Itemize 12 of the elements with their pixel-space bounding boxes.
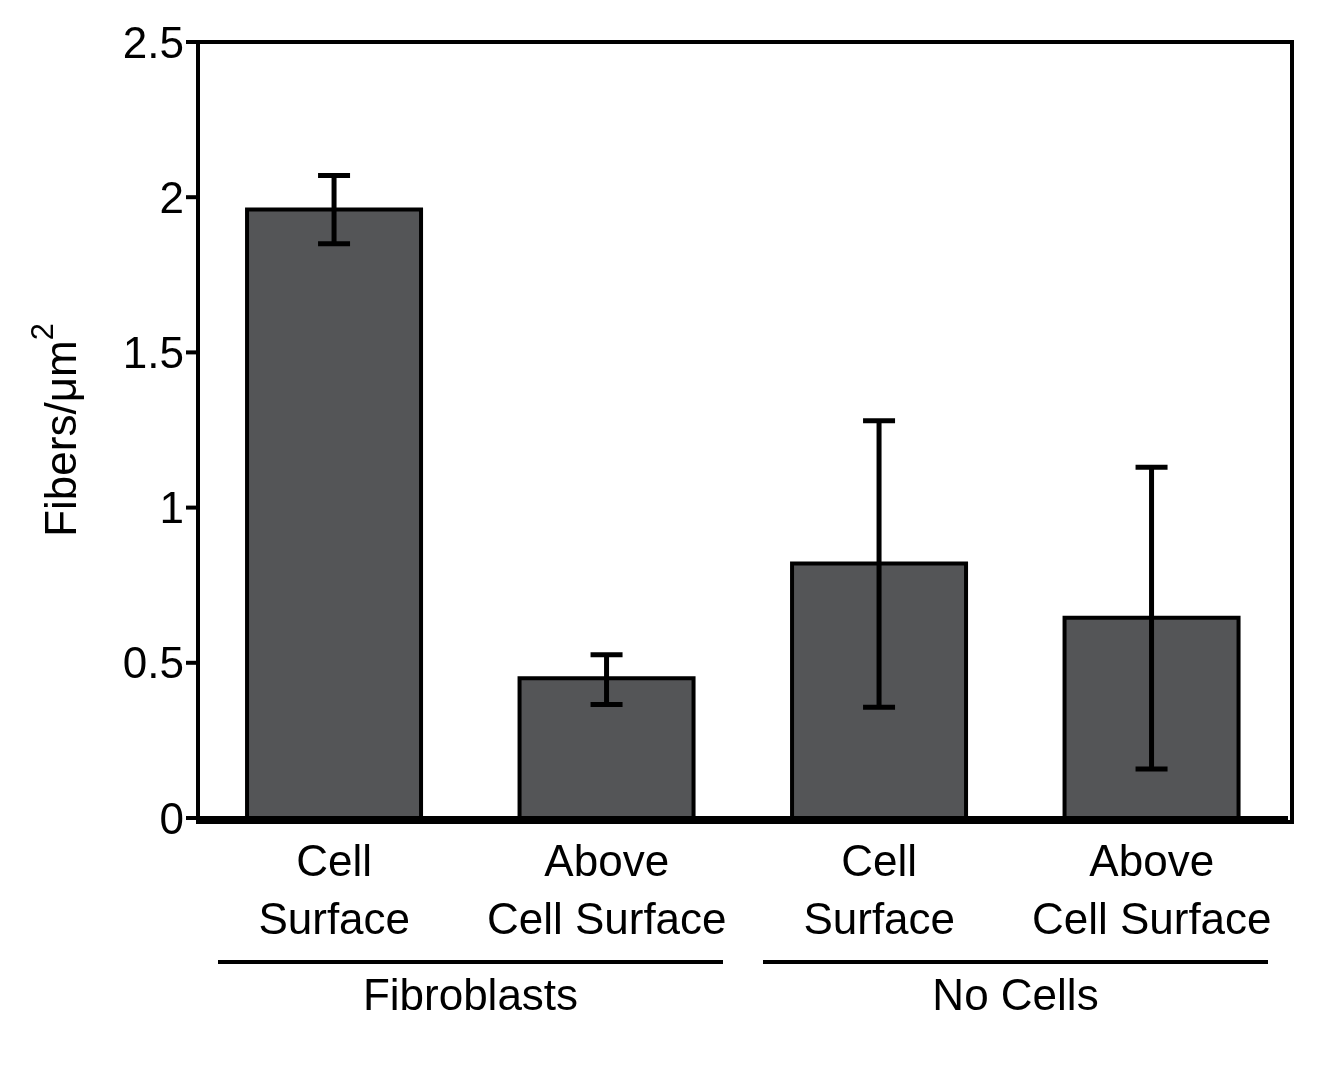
x-tick-label: Cell Surface	[258, 836, 411, 943]
x-tick-label: Cell Surface	[803, 836, 956, 943]
x-tick-label: Above Cell Surface	[1031, 836, 1272, 943]
text: No Cells	[763, 960, 1268, 1020]
y-tick-label: 0.5	[122, 638, 184, 688]
x-tick-label: Above Cell Surface	[486, 836, 727, 943]
text: Fibroblasts	[218, 960, 723, 1020]
y-tick-label: 1.5	[122, 328, 184, 378]
y-tick-label: 2	[159, 172, 184, 222]
y-tick-label: 2.5	[122, 17, 184, 67]
y-tick-label: 1	[159, 483, 184, 533]
y-tick-label: 0	[159, 793, 184, 843]
